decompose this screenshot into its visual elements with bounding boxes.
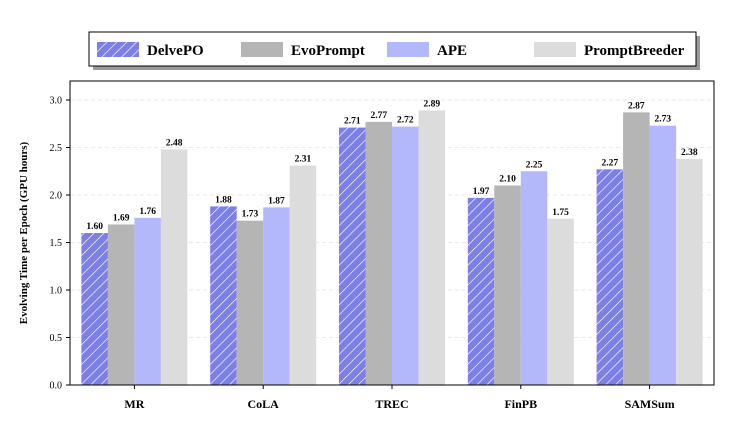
bar-ape-trec bbox=[392, 126, 419, 385]
bar-promptbreeder-mr bbox=[160, 149, 188, 385]
y-tick-label: 1.0 bbox=[50, 286, 63, 297]
x-tick-label-samsum: SAMSum bbox=[625, 397, 675, 411]
value-label-promptbreeder-finpb: 1.75 bbox=[552, 208, 569, 218]
bar-ape-cola bbox=[263, 207, 290, 385]
bar-promptbreeder-cola bbox=[289, 165, 317, 385]
value-label-ape-finpb: 2.25 bbox=[526, 160, 543, 170]
value-label-delvepo-mr: 1.60 bbox=[86, 222, 103, 232]
bar-delvepo-finpb bbox=[467, 197, 495, 385]
x-tick-label-trec: TREC bbox=[375, 397, 408, 411]
value-label-delvepo-trec: 2.71 bbox=[344, 117, 361, 127]
y-tick-label: 0.5 bbox=[50, 333, 63, 344]
bar-evoprompt-trec bbox=[365, 121, 392, 385]
legend-label-evoprompt: EvoPrompt bbox=[291, 43, 365, 59]
x-tick-label-finpb: FinPB bbox=[504, 397, 537, 411]
y-tick-label: 3.0 bbox=[50, 96, 63, 107]
legend-label-delvepo: DelvePO bbox=[147, 43, 204, 59]
bar-ape-mr bbox=[134, 217, 161, 385]
bar-evoprompt-cola bbox=[236, 220, 264, 385]
legend-swatch-promptbreeder bbox=[534, 42, 576, 57]
value-label-promptbreeder-samsum: 2.38 bbox=[681, 148, 698, 158]
value-label-promptbreeder-mr: 2.48 bbox=[166, 138, 183, 148]
value-label-evoprompt-mr: 1.69 bbox=[113, 213, 130, 223]
bar-delvepo-mr bbox=[81, 233, 108, 385]
value-label-ape-samsum: 2.73 bbox=[655, 115, 672, 125]
bar-promptbreeder-finpb bbox=[547, 218, 574, 385]
value-label-promptbreeder-trec: 2.89 bbox=[423, 99, 440, 109]
value-label-ape-cola: 1.87 bbox=[268, 196, 285, 206]
bar-evoprompt-mr bbox=[107, 224, 135, 385]
legend-label-promptbreeder: PromptBreeder bbox=[584, 43, 685, 59]
value-label-evoprompt-finpb: 2.10 bbox=[499, 175, 516, 185]
value-label-delvepo-samsum: 2.27 bbox=[602, 158, 619, 168]
value-label-delvepo-cola: 1.88 bbox=[215, 195, 232, 205]
value-label-delvepo-finpb: 1.97 bbox=[473, 187, 490, 197]
value-label-ape-mr: 1.76 bbox=[139, 207, 156, 217]
bar-evoprompt-finpb bbox=[494, 185, 521, 385]
y-tick-label: 1.5 bbox=[50, 238, 63, 249]
bar-delvepo-trec bbox=[339, 127, 366, 386]
value-label-evoprompt-samsum: 2.87 bbox=[628, 101, 645, 111]
legend-swatch-delvepo bbox=[97, 42, 139, 57]
value-label-ape-trec: 2.72 bbox=[397, 116, 414, 126]
legend-label-ape: APE bbox=[437, 43, 467, 59]
bar-evoprompt-samsum bbox=[623, 112, 650, 385]
legend: DelvePO EvoPrompt APE PromptBreeder bbox=[88, 31, 700, 70]
bar-ape-finpb bbox=[520, 171, 548, 385]
bar-ape-samsum bbox=[649, 125, 677, 386]
bar-promptbreeder-trec bbox=[418, 110, 445, 385]
x-tick-label-cola: CoLA bbox=[248, 397, 280, 411]
bar-promptbreeder-samsum bbox=[676, 158, 703, 385]
value-label-evoprompt-cola: 1.73 bbox=[242, 210, 259, 220]
x-tick-label-mr: MR bbox=[124, 397, 144, 411]
y-axis-title: Evolving Time per Epoch (GPU hours) bbox=[18, 141, 30, 324]
value-label-evoprompt-trec: 2.77 bbox=[370, 111, 387, 121]
value-label-promptbreeder-cola: 2.31 bbox=[295, 155, 312, 165]
legend-swatch-evoprompt bbox=[241, 42, 283, 57]
bar-delvepo-samsum bbox=[596, 169, 624, 385]
y-tick-label: 2.5 bbox=[50, 143, 63, 154]
bar-delvepo-cola bbox=[210, 206, 237, 385]
y-tick-label: 0.0 bbox=[50, 381, 63, 392]
legend-swatch-ape bbox=[387, 42, 429, 57]
y-tick-label: 2.0 bbox=[50, 191, 63, 202]
